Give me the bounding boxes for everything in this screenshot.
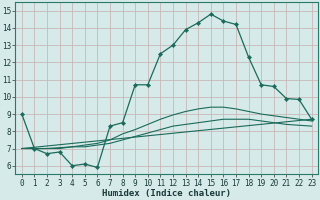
- X-axis label: Humidex (Indice chaleur): Humidex (Indice chaleur): [102, 189, 231, 198]
